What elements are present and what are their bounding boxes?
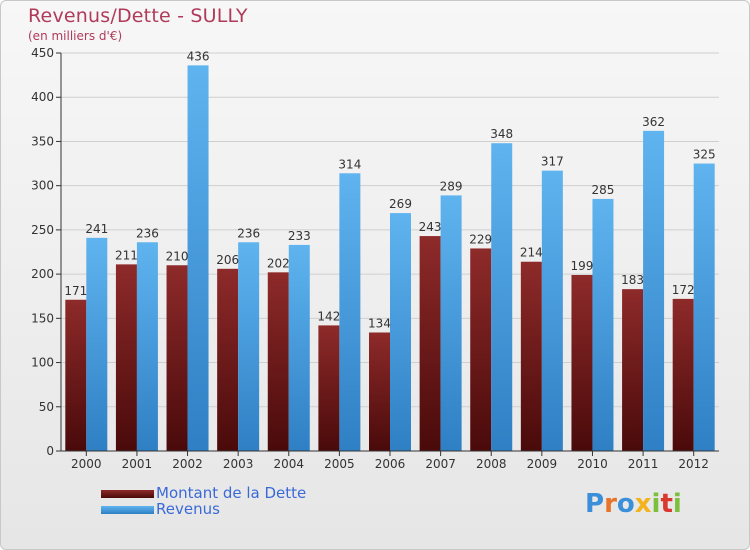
label-revenus-2007: 289 [440, 179, 463, 193]
bar-revenus-2006 [390, 213, 411, 451]
label-revenus-2004: 233 [288, 229, 311, 243]
label-revenus-2006: 269 [389, 197, 412, 211]
y-tick-label: 200 [31, 267, 54, 281]
bar-revenus-2008 [491, 143, 513, 452]
label-dette-2011: 183 [621, 273, 644, 287]
label-dette-2012: 172 [672, 283, 695, 297]
chart-subtitle: (en milliers d'€) [28, 29, 123, 43]
label-dette-2003: 206 [216, 253, 239, 267]
x-tick-label: 2006 [375, 457, 406, 471]
label-revenus-2008: 348 [490, 127, 513, 141]
label-dette-2002: 210 [166, 249, 189, 263]
logo-letter-r: r [604, 489, 617, 519]
logo-letter-i2: i [672, 489, 682, 519]
label-dette-2009: 214 [520, 246, 543, 260]
bar-revenus-2005 [339, 173, 361, 452]
label-revenus-2002: 436 [187, 49, 210, 63]
bar-dette-2005 [318, 325, 340, 451]
label-dette-2001: 211 [115, 248, 138, 262]
logo-letter-o: o [616, 489, 635, 519]
x-tick-label: 2000 [71, 457, 102, 471]
bar-dette-2010 [571, 274, 593, 451]
bar-dette-2007 [419, 236, 441, 451]
bar-revenus-2000 [86, 237, 108, 451]
bar-dette-2002 [166, 265, 188, 451]
y-tick-label: 150 [31, 311, 54, 325]
bars [65, 65, 715, 452]
proxiti-logo: Proxiti [585, 489, 682, 519]
label-dette-2005: 142 [317, 309, 340, 323]
bar-dette-2000 [65, 299, 87, 451]
label-revenus-2003: 236 [237, 226, 260, 240]
bar-revenus-2010 [592, 198, 614, 451]
label-revenus-2005: 314 [338, 157, 361, 171]
logo-letter-x: x [634, 489, 652, 519]
x-tick-label: 2007 [425, 457, 456, 471]
y-tick-label: 50 [39, 400, 54, 414]
bar-dette-2011 [622, 289, 644, 451]
label-revenus-2001: 236 [136, 226, 159, 240]
chart-title: Revenus/Dette - SULLY [28, 5, 248, 27]
label-revenus-2009: 317 [541, 155, 564, 169]
bar-revenus-2004 [288, 244, 310, 451]
bar-dette-2001 [115, 264, 137, 451]
x-tick-label: 2008 [476, 457, 507, 471]
legend-swatch-revenus [101, 506, 154, 514]
label-revenus-2000: 241 [85, 222, 108, 236]
bar-dette-2008 [470, 248, 492, 451]
label-dette-2004: 202 [267, 256, 290, 270]
label-revenus-2011: 362 [642, 115, 665, 129]
data-labels: 171 241 211 236 210 436 206 236 202 233 142 314 134 2… [64, 49, 715, 330]
bar-revenus-2011 [643, 130, 665, 451]
label-dette-2007: 243 [419, 220, 442, 234]
bar-revenus-2002 [187, 65, 209, 451]
label-dette-2006: 134 [368, 316, 391, 330]
x-tick-label: 2010 [577, 457, 608, 471]
x-tick-label: 2004 [273, 457, 304, 471]
bar-revenus-2003 [238, 242, 260, 451]
label-dette-2000: 171 [64, 284, 87, 298]
legend-swatch-debt [101, 490, 154, 498]
x-tick-label: 2001 [122, 457, 153, 471]
bar-dette-2009 [520, 261, 542, 451]
y-tick-label: 100 [31, 356, 54, 370]
x-tick-label: 2011 [628, 457, 659, 471]
y-tick-label: 450 [31, 46, 54, 60]
bar-dette-2004 [267, 272, 289, 451]
bar-dette-2003 [217, 268, 239, 451]
bar-revenus-2009 [541, 170, 563, 451]
bar-revenus-2001 [136, 242, 158, 451]
bar-revenus-2007 [440, 195, 462, 451]
x-tick-label: 2005 [324, 457, 355, 471]
bar-dette-2006 [369, 332, 390, 451]
x-tick-label: 2009 [527, 457, 558, 471]
bar-revenus-2012 [693, 163, 715, 452]
legend-label-debt: Montant de la Dette [156, 484, 307, 502]
logo-letter-i1: i [651, 489, 661, 519]
label-dette-2010: 199 [571, 259, 594, 273]
logo-letter-p: P [585, 489, 605, 519]
x-tick-label: 2002 [172, 457, 203, 471]
label-revenus-2012: 325 [693, 148, 716, 162]
logo-letter-t: t [660, 489, 673, 519]
axes: 0 50 100 150 200 250 300 350 400 450 2000 2001 2002 2… [31, 46, 719, 471]
label-dette-2008: 229 [469, 232, 492, 246]
legend-label-revenus: Revenus [156, 500, 220, 518]
y-tick-label: 400 [31, 90, 54, 104]
y-tick-label: 300 [31, 179, 54, 193]
y-tick-label: 350 [31, 134, 54, 148]
x-tick-label: 2003 [223, 457, 254, 471]
bar-dette-2012 [672, 298, 694, 451]
label-revenus-2010: 285 [592, 183, 615, 197]
x-tick-label: 2012 [678, 457, 709, 471]
y-tick-label: 250 [31, 223, 54, 237]
y-tick-label: 0 [46, 444, 54, 458]
